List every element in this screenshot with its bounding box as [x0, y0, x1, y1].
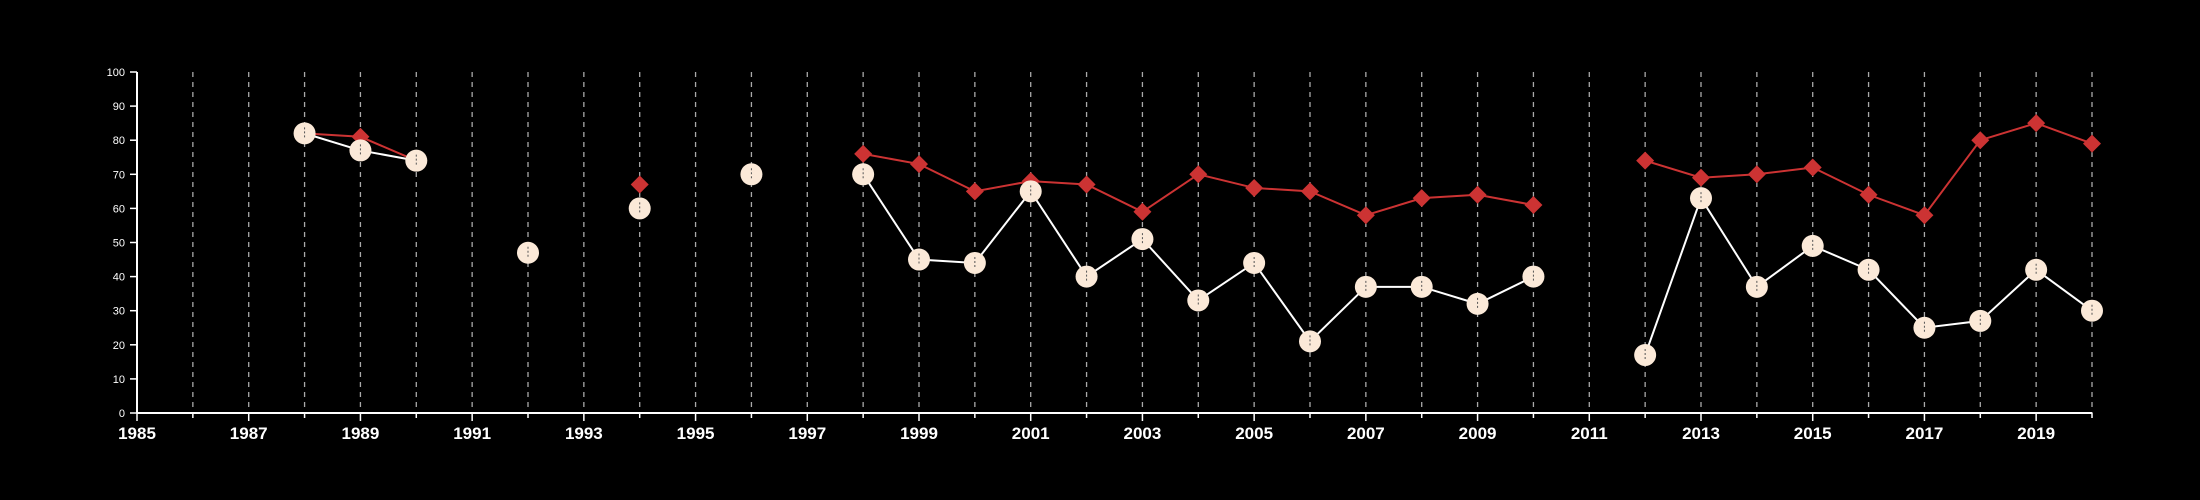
x-tick-label-1985: 1985 — [118, 424, 156, 443]
point-diamond-2012 — [1636, 151, 1655, 170]
y-tick-label-100: 100 — [107, 67, 125, 79]
point-diamond-2013 — [1692, 168, 1710, 187]
point-diamond-2007 — [1356, 206, 1375, 225]
series-1 — [293, 122, 2103, 367]
x-tick-label-1987: 1987 — [230, 424, 268, 443]
point-diamond-2000 — [965, 182, 984, 201]
x-tick-label-2019: 2019 — [2017, 424, 2055, 443]
y-tick-label-30: 30 — [113, 306, 125, 318]
x-tick-label-2001: 2001 — [1012, 424, 1050, 443]
y-tick-label-80: 80 — [113, 135, 125, 147]
point-diamond-2008 — [1412, 189, 1431, 208]
x-tick-label-1999: 1999 — [900, 424, 938, 443]
x-tick-label-1989: 1989 — [342, 424, 380, 443]
x-tick-label-1991: 1991 — [453, 424, 491, 443]
x-tick-label-2015: 2015 — [1794, 424, 1832, 443]
x-tick-label-1993: 1993 — [565, 424, 603, 443]
point-diamond-2016 — [1859, 185, 1878, 204]
point-diamond-2015 — [1803, 158, 1822, 177]
y-tick-label-50: 50 — [113, 238, 125, 250]
point-diamond-2009 — [1468, 185, 1487, 204]
point-diamond-1998 — [854, 144, 873, 163]
x-tick-label-2005: 2005 — [1235, 424, 1273, 443]
point-diamond-2006 — [1301, 182, 1319, 201]
point-diamond-2014 — [1747, 165, 1766, 184]
x-tick-label-2011: 2011 — [1571, 424, 1608, 443]
x-tick-label-1995: 1995 — [677, 424, 715, 443]
point-diamond-1999 — [910, 155, 928, 174]
x-tick-label-2017: 2017 — [1906, 424, 1944, 443]
point-diamond-2002 — [1077, 175, 1096, 194]
point-diamond-2017 — [1915, 206, 1934, 225]
x-tick-label-2003: 2003 — [1124, 424, 1162, 443]
point-diamond-2005 — [1245, 178, 1264, 197]
y-tick-label-70: 70 — [113, 169, 125, 181]
x-tick-label-2009: 2009 — [1459, 424, 1497, 443]
point-diamond-2004 — [1189, 165, 1208, 184]
y-tick-label-10: 10 — [113, 374, 125, 386]
y-tick-label-90: 90 — [113, 101, 125, 113]
vertical-grid — [192, 72, 2093, 413]
x-tick-label-2013: 2013 — [1682, 424, 1720, 443]
series-layer — [293, 114, 2103, 367]
y-tick-label-60: 60 — [113, 203, 125, 215]
point-diamond-2003 — [1133, 202, 1152, 221]
x-tick-label-1997: 1997 — [788, 424, 826, 443]
y-tick-label-0: 0 — [119, 408, 125, 420]
point-diamond-2018 — [1971, 131, 1990, 150]
point-diamond-2020 — [2083, 134, 2101, 153]
axes: 0 10 20 30 40 50 60 70 80 90 100 1985 1987 1989 1991 19… — [107, 67, 2093, 443]
point-diamond-1994 — [630, 175, 649, 194]
point-diamond-2010 — [1524, 195, 1543, 214]
y-tick-label-40: 40 — [113, 272, 125, 284]
x-tick-label-2007: 2007 — [1347, 424, 1385, 443]
y-tick-label-20: 20 — [113, 340, 125, 352]
point-diamond-2019 — [2027, 114, 2046, 133]
